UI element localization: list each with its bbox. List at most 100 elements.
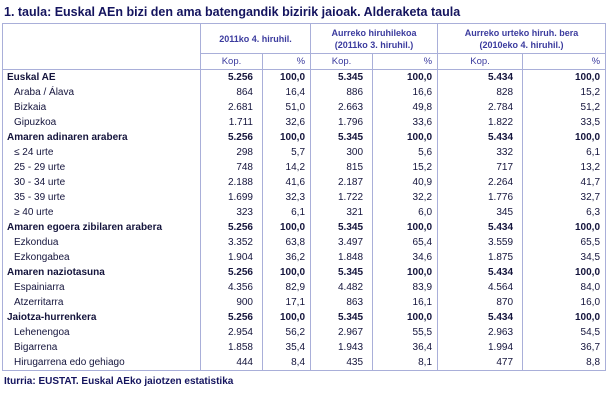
cell-pct: 6,1 [522,145,607,160]
cell-pct: 6,0 [372,205,439,220]
section-row: Euskal AE 5.256 100,0 5.345 100,0 5.434 100,0 [2,69,607,85]
table-row: 25 - 29 urte 748 14,2 815 15,2 717 13,2 [2,160,607,175]
cell-kop: 2.954 [200,325,263,340]
row-label: 30 - 34 urte [2,175,201,190]
cell-kop: 863 [310,295,374,310]
cell-pct: 8,1 [372,355,439,371]
comparison-table: 2011ko 4. hiruhil. Aurreko hiruhilekoa (20… [2,23,607,371]
cell-kop: 5.256 [200,265,263,280]
cell-pct: 51,0 [261,100,312,115]
source-note: Iturria: EUSTAT. Euskal AEko jaiotzen es… [4,376,234,387]
row-label: Araba / Álava [2,85,201,100]
cell-pct: 100,0 [522,220,607,235]
cell-kop: 5.256 [200,220,263,235]
cell-kop: 4.564 [437,280,524,295]
section-row: Amaren adinaren arabera 5.256 100,0 5.345 10… [2,130,607,145]
cell-kop: 1.858 [200,340,263,355]
cell-kop: 5.256 [200,130,263,145]
cell-kop: 1.904 [200,250,263,265]
cell-kop: 1.848 [310,250,374,265]
row-label: Ezkondua [2,235,201,250]
cell-kop: 5.434 [437,220,524,235]
cell-pct: 100,0 [522,265,607,280]
table-row: ≥ 40 urte 323 6,1 321 6,0 345 6,3 [2,205,607,220]
cell-pct: 34,5 [522,250,607,265]
row-label: Bigarrena [2,340,201,355]
row-label: Ezkongabea [2,250,201,265]
cell-pct: 16,1 [372,295,439,310]
cell-kop: 5.345 [310,130,374,145]
cell-kop: 828 [437,85,524,100]
subheader-kop: Kop. [200,53,263,70]
page-title: 1. taula: Euskal AEn bizi den ama bateng… [4,5,461,19]
cell-kop: 477 [437,355,524,371]
column-group-header-2: Aurreko urteko hiruh. bera (2010eko 4. hi… [437,23,607,54]
cell-pct: 83,9 [372,280,439,295]
table-row: Ezkondua 3.352 63,8 3.497 65,4 3.559 65,5 [2,235,607,250]
table-row: Bizkaia 2.681 51,0 2.663 49,8 2.784 51,2 [2,100,607,115]
cell-kop: 864 [200,85,263,100]
row-label: Bizkaia [2,100,201,115]
subheader-kop: Kop. [437,53,524,70]
cell-kop: 5.345 [310,69,374,85]
cell-kop: 815 [310,160,374,175]
cell-kop: 4.482 [310,280,374,295]
cell-kop: 1.822 [437,115,524,130]
cell-pct: 35,4 [261,340,312,355]
cell-kop: 5.434 [437,69,524,85]
cell-pct: 36,7 [522,340,607,355]
row-label: Espainiarra [2,280,201,295]
cell-pct: 100,0 [372,130,439,145]
cell-pct: 41,6 [261,175,312,190]
cell-pct: 16,4 [261,85,312,100]
cell-pct: 8,4 [261,355,312,371]
cell-kop: 3.559 [437,235,524,250]
cell-kop: 2.967 [310,325,374,340]
cell-kop: 2.681 [200,100,263,115]
cell-kop: 1.699 [200,190,263,205]
cell-pct: 34,6 [372,250,439,265]
cell-pct: 13,2 [522,160,607,175]
cell-pct: 84,0 [522,280,607,295]
subheader-kop: Kop. [310,53,374,70]
table-row: Ezkongabea 1.904 36,2 1.848 34,6 1.875 34,5 [2,250,607,265]
cell-pct: 33,5 [522,115,607,130]
cell-pct: 100,0 [522,310,607,325]
row-label: Lehenengoa [2,325,201,340]
table-row: Bigarrena 1.858 35,4 1.943 36,4 1.994 36,7 [2,340,607,355]
cell-kop: 1.711 [200,115,263,130]
cell-kop: 1.796 [310,115,374,130]
cell-kop: 5.434 [437,310,524,325]
cell-pct: 100,0 [372,220,439,235]
cell-kop: 886 [310,85,374,100]
cell-pct: 100,0 [261,69,312,85]
cell-pct: 100,0 [261,265,312,280]
cell-pct: 100,0 [261,310,312,325]
subheader-pct: % [261,53,312,70]
table-head: 2011ko 4. hiruhil. Aurreko hiruhilekoa (20… [2,23,607,70]
row-label: Amaren egoera zibilaren arabera [2,220,201,235]
row-label: Amaren adinaren arabera [2,130,201,145]
cell-pct: 6,3 [522,205,607,220]
cell-kop: 435 [310,355,374,371]
cell-kop: 748 [200,160,263,175]
cell-pct: 36,4 [372,340,439,355]
cell-kop: 5.434 [437,130,524,145]
cell-kop: 5.345 [310,220,374,235]
cell-pct: 100,0 [261,130,312,145]
cell-pct: 51,2 [522,100,607,115]
cell-kop: 5.256 [200,69,263,85]
cell-pct: 32,6 [261,115,312,130]
cell-kop: 4.356 [200,280,263,295]
cell-pct: 33,6 [372,115,439,130]
cell-pct: 36,2 [261,250,312,265]
cell-kop: 2.188 [200,175,263,190]
cell-pct: 100,0 [522,69,607,85]
section-row: Amaren egoera zibilaren arabera 5.256 100,… [2,220,607,235]
cell-pct: 32,2 [372,190,439,205]
table-row: 35 - 39 urte 1.699 32,3 1.722 32,2 1.776 32,7 [2,190,607,205]
cell-kop: 323 [200,205,263,220]
cell-pct: 100,0 [372,69,439,85]
subheader-pct: % [522,53,607,70]
